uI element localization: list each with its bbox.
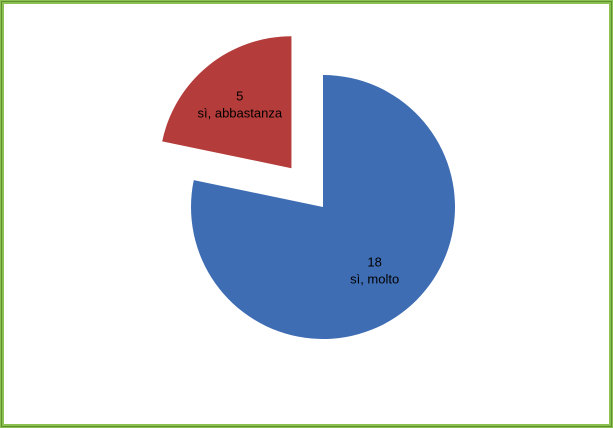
slice-category-label: sì, abbastanza: [198, 106, 283, 121]
pie-slice-2: [162, 36, 292, 169]
pie-slice-1: [191, 75, 455, 339]
slice-category-label: sì, molto: [350, 271, 399, 286]
slice-value-label: 5: [236, 89, 243, 104]
slice-value-label: 18: [367, 254, 381, 269]
